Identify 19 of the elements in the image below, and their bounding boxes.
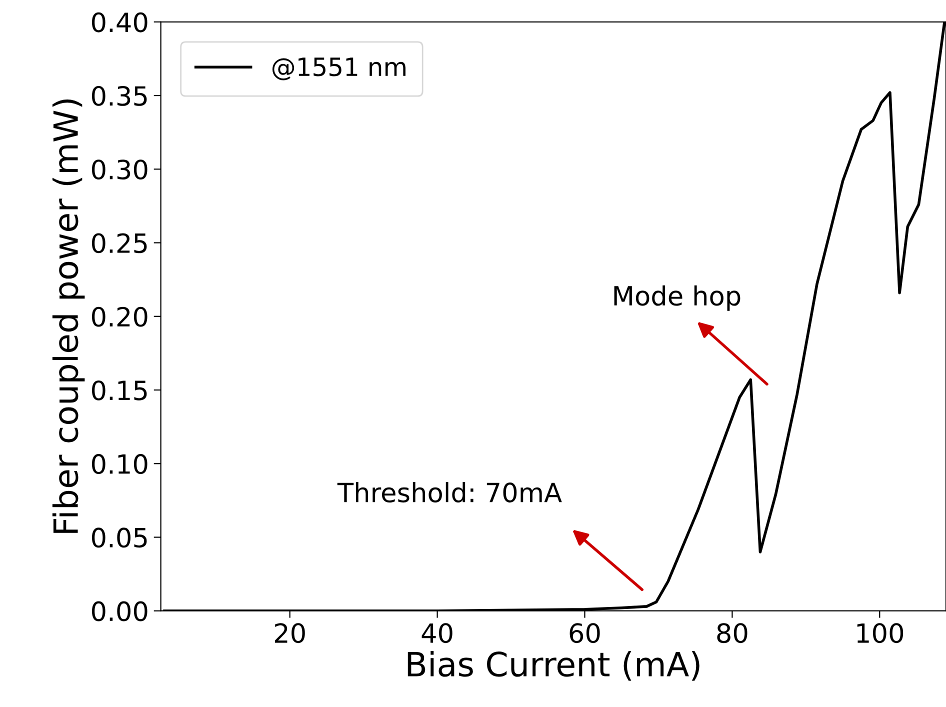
y-tick-label: 0.30 (92, 160, 148, 180)
y-tick-label: 0.05 (92, 528, 147, 548)
x-axis-title: Bias Current (mA) (408, 650, 700, 681)
x-tick-label: 100 (857, 623, 904, 644)
legend-label: @1551 nm (272, 58, 406, 80)
y-axis-title: Fiber coupled power (mW) (52, 99, 85, 533)
annotation: Threshold: 70mA (337, 482, 562, 502)
y-tick-label: 0.40 (92, 12, 148, 32)
y-tick-label: 0.20 (92, 306, 148, 327)
annotation: Mode hop (614, 285, 740, 311)
y-tick-label: 0.10 (92, 454, 148, 474)
y-tick-label: 0.35 (92, 86, 147, 106)
y-tick-label: 0.15 (92, 380, 147, 400)
x-tick-label: 20 (274, 623, 305, 644)
x-tick-label: 60 (570, 623, 600, 644)
x-tick-label: 80 (717, 623, 748, 644)
y-tick-label: 0.00 (92, 601, 148, 622)
y-tick-label: 0.25 (92, 233, 147, 254)
x-tick-label: 40 (422, 623, 452, 644)
